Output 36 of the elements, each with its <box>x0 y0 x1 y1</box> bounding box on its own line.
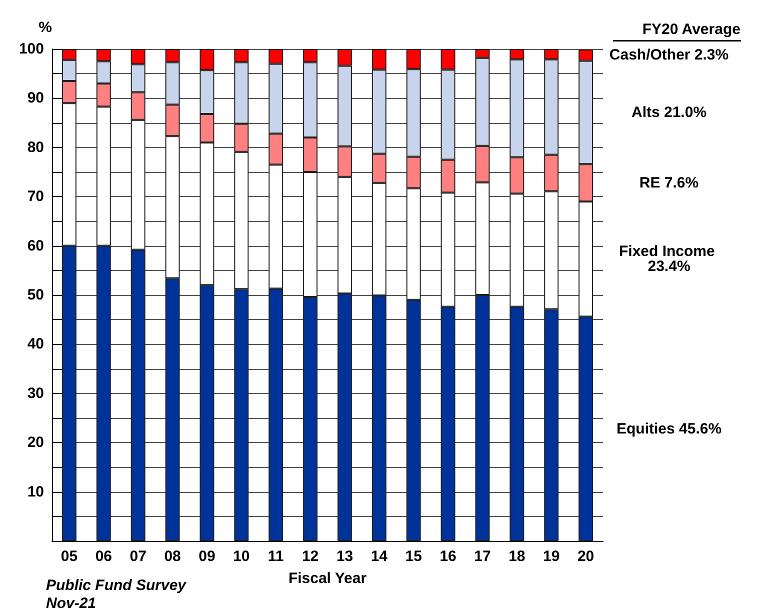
x-tick-label: 20 <box>577 548 594 565</box>
text: Alts 21.0% <box>631 104 707 121</box>
x-tick-label: 05 <box>60 548 78 565</box>
series-label: Fixed Income 23.4% <box>618 243 720 276</box>
x-tick-label: 06 <box>95 548 112 565</box>
text: Public Fund Survey <box>46 577 187 594</box>
x-tick-label: 12 <box>302 548 319 565</box>
x-tick-label: 19 <box>543 548 560 565</box>
x-tick-label: 07 <box>130 548 146 565</box>
x-tick-label: 08 <box>164 548 181 565</box>
y-tick-label: 20 <box>27 434 44 452</box>
x-tick-label: 10 <box>233 548 250 565</box>
x-tick-label: 18 <box>508 548 526 565</box>
y-tick-label: 40 <box>27 336 44 353</box>
y-axis-title: % <box>38 19 52 36</box>
y-tick-label: 10 <box>27 483 44 500</box>
y-tick-label: 100 <box>18 40 44 58</box>
x-tick-label: 14 <box>370 548 388 565</box>
legend-title: FY20 Average <box>642 21 740 38</box>
x-tick-label: 09 <box>198 548 216 565</box>
x-tick-label: 17 <box>474 548 491 565</box>
y-tick-label: 50 <box>27 286 44 304</box>
series-label: Equities 45.6% <box>616 420 722 438</box>
text: RE 7.6% <box>639 174 699 192</box>
x-tick-label: 15 <box>405 548 422 565</box>
text: Nov-21 <box>46 595 96 612</box>
x-tick-label: 16 <box>440 548 456 565</box>
x-tick-label: 11 <box>268 548 284 565</box>
y-tick-label: 60 <box>27 237 44 254</box>
x-axis-title: Fiscal Year <box>288 570 367 587</box>
y-tick-label: 30 <box>27 384 44 402</box>
series-label: Cash/Other 2.3% <box>609 46 729 64</box>
y-tick-label: 90 <box>27 90 44 107</box>
y-tick-label: 80 <box>27 138 44 156</box>
y-tick-label: 70 <box>27 188 44 206</box>
x-tick-label: 13 <box>336 548 354 565</box>
